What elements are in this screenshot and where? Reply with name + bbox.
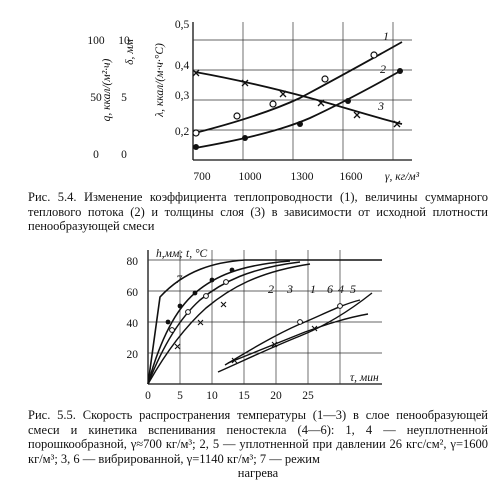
fig1-x-tick: 1300 (291, 171, 314, 183)
fig2-x-tick: 10 (206, 390, 218, 402)
fig2-curve-label: 4 (338, 282, 344, 296)
fig1-q-tick: 100 (87, 35, 105, 47)
fig1-curve-1 (194, 41, 403, 134)
fig2-x-tick: 5 (177, 390, 183, 402)
fig1-curve-label: 2 (380, 62, 386, 76)
figure-5-4: q, ккал/(м²·ч) δ, мм λ, ккал/(м·ч·°C) 10… (87, 19, 419, 183)
fig1-lambda-axis-label: λ, ккал/(м·ч·°C) (154, 43, 166, 118)
fig2-curve-label: 5 (350, 282, 356, 296)
fig2-curve-label: 2 (268, 282, 274, 296)
fig1-curve-label: 3 (377, 99, 384, 113)
fig2-x-tick: 0 (145, 390, 151, 402)
fig1-x-tick: 1600 (340, 171, 363, 183)
fig1-curve-2 (194, 69, 403, 149)
fig2-curve-2 (147, 261, 301, 385)
fig2-x-tick: 20 (270, 390, 282, 402)
fig1-markers-2 (193, 68, 403, 150)
fig2-curve-label: 3 (286, 282, 293, 296)
fig1-lambda-tick: 0,4 (175, 60, 190, 72)
fig1-q-tick: 0 (93, 149, 99, 161)
fig2-y-tick: 60 (127, 287, 139, 299)
fig1-markers-3 (192, 69, 401, 128)
fig1-q-axis-label: q, ккал/(м²·ч) (101, 58, 113, 121)
fig1-x-axis-label: γ, кг/м³ (385, 171, 420, 183)
fig1-curve-3 (194, 71, 403, 125)
fig1-x-tick: 700 (193, 171, 211, 183)
fig1-delta-tick: 10 (118, 35, 130, 47)
fig2-x-tick: 15 (238, 390, 250, 402)
fig2-caption-tail: нагрева (237, 466, 279, 480)
fig2-curve-5 (217, 292, 373, 373)
fig2-curve-7 (147, 259, 382, 385)
fig2-markers-cross (174, 301, 318, 364)
fig1-delta-tick: 5 (121, 92, 127, 104)
fig1-curve-label: 1 (383, 29, 389, 43)
figure-5-5: h,мм; t, °C 80 60 40 20 0 5 10 15 20 25 … (127, 248, 382, 402)
fig1-caption: Рис. 5.4. Изменение коэффициента теплопр… (28, 190, 488, 233)
fig2-caption-body: Рис. 5.5. Скорость распространения темпе… (28, 408, 488, 466)
fig1-delta-axis-label: δ, мм (124, 38, 136, 64)
fig2-curve-label: 6 (327, 282, 333, 296)
fig2-x-axis-label: τ, мин (350, 372, 379, 384)
fig2-curve-6 (227, 313, 369, 364)
fig2-x-tick: 25 (302, 390, 314, 402)
fig1-q-tick: 50 (90, 92, 102, 104)
fig1-delta-tick: 0 (121, 149, 127, 161)
fig2-curve-label: 7 (176, 272, 183, 286)
fig1-lambda-tick: 0,5 (175, 19, 190, 31)
fig2-curve-3 (147, 263, 311, 385)
fig2-y-tick: 20 (127, 349, 139, 361)
fig2-curve-label: 1 (310, 282, 316, 296)
fig2-markers-open (169, 279, 343, 333)
fig1-lambda-tick: 0,2 (175, 126, 190, 138)
fig1-markers-1 (192, 51, 378, 137)
fig2-markers-filled (165, 267, 235, 325)
fig2-y-tick: 80 (127, 256, 139, 268)
fig2-y-axis-label: h,мм; t, °C (156, 248, 208, 260)
fig1-grid (193, 22, 412, 160)
fig2-caption: Рис. 5.5. Скорость распространения темпе… (28, 408, 488, 481)
fig1-x-tick: 1000 (239, 171, 262, 183)
fig2-y-tick: 40 (127, 318, 139, 330)
fig1-lambda-tick: 0,3 (175, 90, 190, 102)
fig2-grid (148, 250, 382, 384)
